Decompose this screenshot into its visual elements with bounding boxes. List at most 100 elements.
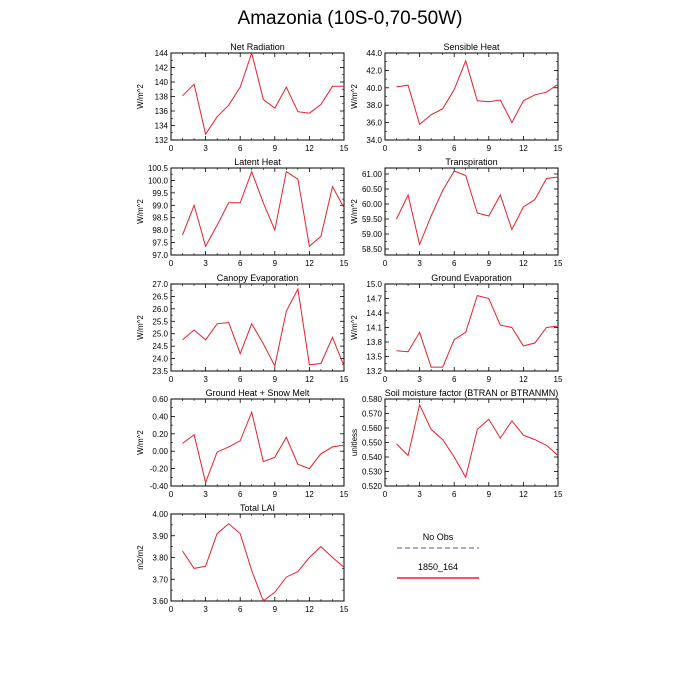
plot-frame xyxy=(384,283,559,372)
y-tick-label: -0.20 xyxy=(150,465,169,474)
y-tick-label: 0.550 xyxy=(362,439,383,448)
y-tick-label: 0.560 xyxy=(362,424,383,433)
x-tick-label: 15 xyxy=(340,490,349,499)
legend: No Obs 1850_164 xyxy=(397,532,479,579)
x-tick-label: 0 xyxy=(383,259,388,268)
x-tick-label: 0 xyxy=(169,259,174,268)
x-tick-label: 6 xyxy=(452,259,457,268)
y-tick-label: 0.580 xyxy=(362,395,383,404)
panel-title: Ground Heat + Snow Melt xyxy=(206,388,310,398)
plot-frame xyxy=(170,167,345,256)
y-tick-label: 0.540 xyxy=(362,453,383,462)
x-tick-label: 6 xyxy=(452,144,457,153)
panel-title: Canopy Evaporation xyxy=(217,273,299,283)
y-tick-label: 26.0 xyxy=(152,305,168,314)
plot-frame xyxy=(170,398,345,487)
y-tick-label: 60.50 xyxy=(362,185,383,194)
panel-title: Total LAI xyxy=(240,503,275,513)
y-tick-label: 0.40 xyxy=(152,412,168,421)
plot-frame xyxy=(384,167,559,256)
y-tick-label: 42.0 xyxy=(366,66,382,75)
y-tick-label: 0.530 xyxy=(362,468,383,477)
x-tick-label: 15 xyxy=(554,144,563,153)
y-tick-label: 34.0 xyxy=(366,136,382,145)
series-line-1 xyxy=(396,59,559,126)
panel-title: Sensible Heat xyxy=(443,42,500,52)
x-tick-label: 15 xyxy=(340,375,349,384)
series-line-1 xyxy=(396,294,559,368)
y-tick-label: 99.5 xyxy=(152,189,168,198)
y-tick-label: 14.4 xyxy=(366,309,382,318)
plot-frame xyxy=(170,283,345,372)
y-tick-label: 144 xyxy=(155,49,169,58)
x-tick-label: 6 xyxy=(238,375,243,384)
x-tick-label: 0 xyxy=(169,490,174,499)
legend-label: 1850_164 xyxy=(418,562,458,572)
panel-title: Ground Evaporation xyxy=(431,273,512,283)
y-tick-label: 44.0 xyxy=(366,49,382,58)
x-tick-label: 9 xyxy=(273,144,278,153)
series-line-1 xyxy=(182,170,345,248)
y-tick-label: 0.00 xyxy=(152,447,168,456)
y-tick-label: 15.0 xyxy=(366,280,382,289)
x-tick-label: 9 xyxy=(273,490,278,499)
y-tick-label: 23.5 xyxy=(152,367,168,376)
y-tick-label: 142 xyxy=(155,64,169,73)
y-tick-label: 27.0 xyxy=(152,280,168,289)
x-tick-label: 12 xyxy=(305,144,314,153)
y-tick-label: 40.0 xyxy=(366,84,382,93)
x-tick-label: 6 xyxy=(238,259,243,268)
x-tick-label: 9 xyxy=(487,490,492,499)
x-tick-label: 15 xyxy=(554,259,563,268)
x-tick-label: 3 xyxy=(417,375,422,384)
y-axis-label: m2/m2 xyxy=(136,545,145,570)
x-tick-label: 0 xyxy=(383,144,388,153)
y-tick-label: 98.0 xyxy=(152,226,168,235)
x-tick-label: 12 xyxy=(519,490,528,499)
panel-4: TranspirationW/m^258.5059.0059.5060.0060… xyxy=(350,157,563,268)
x-tick-label: 12 xyxy=(305,375,314,384)
y-tick-label: 97.0 xyxy=(152,251,168,260)
y-tick-label: 132 xyxy=(155,136,169,145)
y-tick-label: 100.0 xyxy=(148,176,169,185)
y-axis-label: W/m^2 xyxy=(136,84,145,109)
y-tick-label: 60.00 xyxy=(362,200,383,209)
panel-5: Canopy Evaporation W/m^2 23.5 24.0 24.5 25.0 2… xyxy=(136,273,349,384)
y-axis-label: W/m^2 xyxy=(136,199,145,224)
x-tick-label: 12 xyxy=(305,605,314,614)
y-tick-label: 0.570 xyxy=(362,410,383,419)
y-tick-label: 136 xyxy=(155,107,169,116)
x-tick-label: 6 xyxy=(238,490,243,499)
y-tick-label: 59.50 xyxy=(362,215,383,224)
series-line-1 xyxy=(182,287,345,368)
x-tick-label: 9 xyxy=(273,605,278,614)
x-tick-label: 12 xyxy=(305,259,314,268)
x-tick-label: 15 xyxy=(340,144,349,153)
figure-title: Amazonia (10S-0,70-50W) xyxy=(237,8,463,29)
y-tick-label: 100.5 xyxy=(148,164,169,173)
x-tick-label: 3 xyxy=(203,259,208,268)
panel-6: Ground Evaporation W/m^2 13.2 13.5 13.8 14.1 1… xyxy=(350,273,563,384)
y-tick-label: 61.00 xyxy=(362,170,383,179)
y-tick-label: 24.5 xyxy=(152,342,168,351)
y-tick-label: 14.1 xyxy=(366,324,382,333)
panel-1: Net Radiation W/m^2 132 134 136 138 140 142 144 0… xyxy=(136,42,349,153)
y-tick-label: 138 xyxy=(155,93,169,102)
y-tick-label: 59.00 xyxy=(362,230,383,239)
x-tick-label: 3 xyxy=(417,144,422,153)
y-tick-label: 140 xyxy=(155,78,169,87)
y-axis-label: W/m^2 xyxy=(350,84,359,109)
y-tick-label: 0.60 xyxy=(152,395,168,404)
y-tick-label: 26.5 xyxy=(152,292,168,301)
y-tick-label: 3.70 xyxy=(152,575,168,584)
y-tick-label: 3.80 xyxy=(152,554,168,563)
y-tick-label: 25.0 xyxy=(152,330,168,339)
x-tick-label: 15 xyxy=(340,605,349,614)
y-axis-label: W/m^2 xyxy=(350,199,359,224)
x-tick-label: 9 xyxy=(487,375,492,384)
y-axis-label: W/m^2 xyxy=(136,430,145,455)
panel-9: Total LAI m2/m2 3.60 3.70 3.80 3.90 4.00 0 3 6 9 12… xyxy=(136,503,349,614)
x-tick-label: 9 xyxy=(273,259,278,268)
y-tick-label: 0.520 xyxy=(362,482,383,491)
